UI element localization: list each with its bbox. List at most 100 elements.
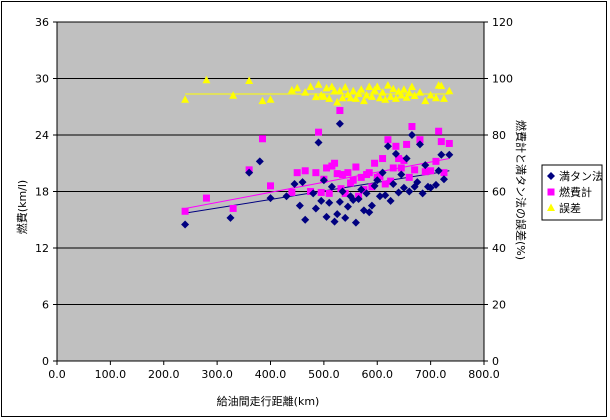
data-point-diamond	[354, 195, 363, 204]
data-point-diamond	[378, 168, 387, 177]
y-axis-left-label: 燃費(km/l)	[15, 180, 29, 234]
data-point-square	[435, 127, 443, 135]
data-point-triangle	[202, 75, 211, 84]
y-axis-right-label: 燃費計と満タン法の誤差(%)	[514, 120, 528, 260]
data-point-square	[325, 189, 333, 197]
data-point-diamond	[349, 195, 358, 204]
legend-label: 誤差	[559, 201, 581, 215]
data-point-triangle	[266, 95, 275, 103]
data-point-square	[395, 155, 403, 163]
data-point-square	[336, 107, 344, 115]
data-point-square	[421, 168, 429, 176]
data-point-diamond	[439, 175, 448, 184]
legend-marker-square	[547, 188, 555, 196]
data-point-diamond	[418, 189, 427, 198]
data-point-triangle	[359, 96, 368, 105]
data-point-triangle	[229, 91, 238, 99]
data-point-diamond	[413, 178, 422, 187]
data-point-diamond	[335, 197, 344, 206]
data-point-square	[331, 159, 339, 167]
data-point-square	[293, 169, 301, 177]
data-point-diamond	[327, 182, 336, 191]
data-point-square	[397, 164, 405, 172]
legend-label: 燃費計	[559, 185, 592, 199]
data-point-diamond	[399, 183, 408, 192]
data-point-square	[400, 156, 408, 164]
x-tick-label: 800.0	[468, 368, 500, 381]
data-point-diamond	[426, 183, 435, 192]
data-point-diamond	[383, 142, 392, 151]
x-tick-label: 700.0	[415, 368, 447, 381]
x-tick-label: 500.0	[308, 368, 340, 381]
data-point-diamond	[405, 187, 414, 196]
data-point-square	[405, 173, 413, 181]
y-left-tick-label: 36	[35, 16, 49, 29]
data-point-square	[379, 155, 387, 163]
data-point-triangle	[378, 88, 387, 96]
data-point-diamond	[389, 179, 398, 188]
data-point-triangle	[346, 93, 355, 102]
data-point-triangle	[293, 83, 302, 92]
data-point-diamond	[365, 208, 374, 217]
data-point-square	[403, 140, 411, 148]
data-point-diamond	[394, 188, 403, 197]
data-point-diamond	[373, 176, 382, 185]
y-right-tick-label: 60	[492, 186, 506, 199]
data-point-diamond	[226, 213, 235, 222]
data-point-square	[416, 136, 424, 144]
data-point-square	[365, 169, 373, 177]
data-point-triangle	[373, 82, 382, 90]
data-point-diamond	[431, 180, 440, 189]
data-point-diamond	[351, 218, 360, 227]
data-point-diamond	[445, 150, 454, 159]
data-point-square	[381, 180, 389, 188]
data-point-triangle	[389, 84, 398, 93]
data-point-diamond	[391, 149, 400, 158]
data-point-triangle	[181, 95, 190, 103]
data-point-diamond	[301, 215, 310, 224]
data-point-triangle	[365, 82, 374, 90]
data-point-triangle	[306, 82, 315, 90]
data-point-diamond	[255, 157, 264, 166]
data-point-square	[333, 170, 341, 178]
data-point-diamond	[370, 181, 379, 190]
data-point-square	[229, 204, 237, 212]
data-point-diamond	[181, 220, 190, 229]
data-point-triangle	[415, 88, 424, 96]
data-point-triangle	[367, 92, 376, 100]
data-point-triangle	[386, 92, 395, 100]
trendline-square	[185, 158, 450, 209]
data-point-triangle	[319, 92, 328, 100]
data-point-triangle	[287, 85, 296, 94]
data-point-diamond	[343, 202, 352, 211]
data-point-square	[357, 173, 365, 181]
data-point-diamond	[415, 140, 424, 149]
data-point-square	[258, 135, 266, 143]
y-right-tick-label: 0	[492, 355, 499, 368]
data-point-diamond	[330, 217, 339, 226]
data-point-square	[312, 169, 320, 177]
y-left-tick-label: 0	[42, 355, 49, 368]
data-point-diamond	[421, 161, 430, 170]
y-right-tick-label: 20	[492, 299, 506, 312]
x-tick-label: 100.0	[95, 368, 127, 381]
data-point-triangle	[333, 98, 342, 106]
data-point-square	[349, 176, 357, 184]
data-point-triangle	[325, 94, 334, 102]
data-point-square	[392, 142, 400, 150]
x-tick-label: 400.0	[255, 368, 287, 381]
data-point-square	[317, 188, 325, 196]
data-point-diamond	[322, 212, 331, 221]
data-point-triangle	[407, 82, 416, 90]
data-point-triangle	[362, 90, 371, 99]
data-point-triangle	[439, 94, 448, 102]
data-point-diamond	[325, 198, 334, 207]
data-point-square	[437, 138, 445, 146]
legend-label: 満タン法	[559, 169, 603, 183]
data-point-triangle	[410, 91, 419, 100]
data-point-square	[387, 177, 395, 185]
data-point-square	[339, 171, 347, 179]
data-point-triangle	[426, 90, 435, 99]
